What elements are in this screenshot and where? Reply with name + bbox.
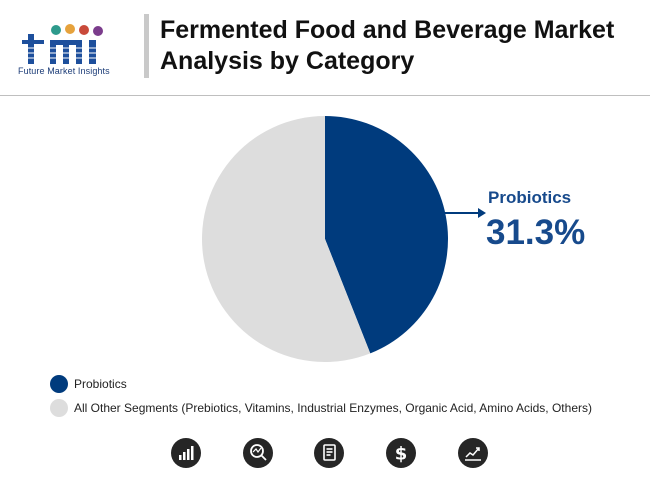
legend-swatch (50, 374, 68, 393)
pie-slice-probiotics (325, 116, 448, 354)
magnifier-chart-icon (243, 438, 273, 468)
chart-legend: Probiotics All Other Segments (Prebiotics… (50, 372, 640, 420)
header-divider (144, 14, 149, 78)
legend-item: All Other Segments (Prebiotics, Vitamins… (50, 396, 640, 419)
fmi-logo: Future Market Insights (18, 10, 138, 78)
bar-chart-icon (171, 438, 201, 468)
fmi-logo-mark (18, 24, 108, 64)
header-rule (0, 95, 650, 96)
legend-label: Probiotics (74, 376, 127, 391)
dollar-icon: $ (386, 438, 416, 468)
callout-value: 31.3% (486, 213, 586, 252)
callout-label: Probiotics (488, 188, 572, 207)
document-icon (314, 438, 344, 468)
legend-item: Probiotics (50, 372, 640, 395)
trend-chart-icon (458, 438, 488, 468)
pie-slice-other-segments (201, 116, 371, 362)
logo-caption: Future Market Insights (18, 66, 110, 76)
footer-icon-row: $ (0, 438, 650, 468)
header: Future Market Insights Fermented Food an… (0, 0, 650, 93)
legend-swatch (50, 398, 68, 417)
pie-chart (201, 116, 448, 362)
callout-arrow-icon (442, 208, 486, 218)
legend-label: All Other Segments (Prebiotics, Vitamins… (74, 400, 592, 415)
svg-text:$: $ (395, 444, 408, 465)
chart-title: Fermented Food and Beverage Market Analy… (160, 16, 615, 75)
